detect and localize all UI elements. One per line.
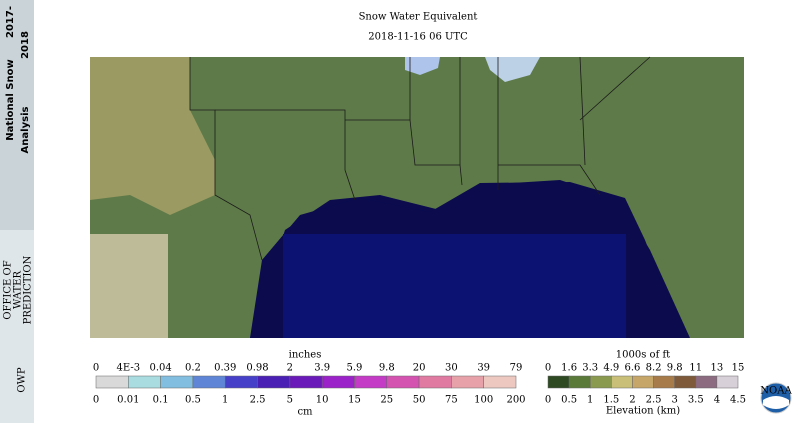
legend-tick-top: 9.8 bbox=[379, 363, 395, 374]
high-plains bbox=[90, 57, 215, 215]
legend-tick-top: 0.98 bbox=[246, 363, 268, 374]
mexico-block bbox=[90, 234, 168, 338]
subtitle: 2018-11-16 06 UTC bbox=[368, 32, 468, 43]
legend-tick-bottom: 2.5 bbox=[646, 395, 662, 406]
legend-tick-top: 39 bbox=[477, 363, 490, 374]
banner-org-line: WATER bbox=[13, 271, 24, 309]
legend-swatch bbox=[483, 375, 517, 389]
logo-bird bbox=[763, 396, 789, 409]
legend-tick-bottom: 0.01 bbox=[117, 395, 139, 406]
legend-tick-top: 0 bbox=[93, 363, 99, 374]
legend-tick-bottom: 0 bbox=[545, 395, 551, 406]
legend-swatch bbox=[632, 375, 654, 389]
side-banner: National Snow 2017- Analysis 2018 OWP OF… bbox=[0, 0, 34, 423]
legend-tick-top: 5.9 bbox=[347, 363, 363, 374]
legend-tick-bottom: 5 bbox=[287, 395, 293, 406]
legend-swatch bbox=[568, 375, 591, 389]
gulf-block bbox=[283, 234, 626, 338]
snow-patch bbox=[485, 57, 540, 82]
legend-tick-top: 15 bbox=[732, 363, 745, 374]
legend-tick-bottom: 15 bbox=[348, 395, 361, 406]
legend-tick-top: 11 bbox=[689, 363, 702, 374]
banner-years1: 2017- bbox=[5, 6, 16, 38]
banner-org-line: OFFICE OF bbox=[3, 260, 14, 319]
legend-tick-top: 0.39 bbox=[214, 363, 236, 374]
legend-swatch bbox=[451, 375, 484, 389]
legend-tick-bottom: 4 bbox=[714, 395, 720, 406]
legend-swatch bbox=[289, 375, 323, 389]
legend-tick-top: 0.2 bbox=[185, 363, 201, 374]
legend-tick-bottom: 200 bbox=[506, 395, 525, 406]
legend-tick-bottom: 10 bbox=[316, 395, 329, 406]
banner-org-line: PREDICTION bbox=[23, 255, 34, 324]
legend-tick-top: 3.9 bbox=[314, 363, 330, 374]
legend-tick-bottom: 1 bbox=[222, 395, 228, 406]
legend-tick-bottom: 75 bbox=[445, 395, 458, 406]
legend-swatch bbox=[257, 375, 291, 389]
snow-patch bbox=[405, 57, 440, 75]
legend-tick-bottom: 2.5 bbox=[250, 395, 266, 406]
legend-tick-bottom: 25 bbox=[380, 395, 393, 406]
legend-swatch bbox=[354, 375, 388, 389]
legend-tick-top: 30 bbox=[445, 363, 458, 374]
legend-tick-top: 4.9 bbox=[603, 363, 619, 374]
legend-tick-top: 4E-3 bbox=[117, 363, 141, 374]
legend-swatch bbox=[128, 375, 161, 389]
legend-swatch bbox=[418, 375, 452, 389]
legend-tick-bottom: 0.5 bbox=[185, 395, 201, 406]
banner-years2: 2018 bbox=[20, 31, 31, 59]
legend-tick-top: 2 bbox=[287, 363, 293, 374]
legend-swatch bbox=[386, 375, 420, 389]
legend-swatch bbox=[224, 375, 258, 389]
legend-tick-bottom: 4.5 bbox=[730, 395, 746, 406]
elev-unit-bottom: Elevation (km) bbox=[606, 406, 680, 417]
legend-tick-bottom: 0.1 bbox=[153, 395, 169, 406]
legend-tick-bottom: 1 bbox=[587, 395, 593, 406]
florida bbox=[640, 190, 715, 338]
legend-tick-bottom: 100 bbox=[474, 395, 493, 406]
legend-tick-top: 20 bbox=[413, 363, 426, 374]
legends: inches cm 1000s of ft Elevation (km) 0 0 4… bbox=[93, 350, 746, 418]
legend-swatch bbox=[611, 375, 633, 389]
legend-swatch bbox=[653, 375, 675, 389]
borders bbox=[189, 56, 651, 261]
legend-tick-top: 3.3 bbox=[582, 363, 598, 374]
legend-swatch bbox=[192, 375, 226, 389]
title: Snow Water Equivalent bbox=[359, 12, 478, 23]
legend-tick-bottom: 3.5 bbox=[688, 395, 704, 406]
legend-tick-bottom: 0 bbox=[93, 395, 99, 406]
legend-tick-top: 13 bbox=[711, 363, 724, 374]
legend-tick-bottom: 50 bbox=[413, 395, 426, 406]
legend-swatch bbox=[716, 375, 739, 389]
banner-line1: National Snow bbox=[5, 59, 16, 140]
snow-unit-top: inches bbox=[289, 350, 322, 361]
banner-line2: Analysis bbox=[20, 107, 31, 154]
legend-tick-top: 6.6 bbox=[624, 363, 640, 374]
legend-swatch bbox=[160, 375, 194, 389]
legend-swatch bbox=[695, 375, 718, 389]
map bbox=[90, 56, 744, 338]
legend-tick-bottom: 0.5 bbox=[561, 395, 577, 406]
legend-tick-bottom: 2 bbox=[629, 395, 635, 406]
legend-tick-top: 1.6 bbox=[561, 363, 577, 374]
legend-tick-top: 79 bbox=[510, 363, 523, 374]
legend-swatch bbox=[674, 375, 697, 389]
elev-unit-top: 1000s of ft bbox=[616, 350, 670, 361]
legend-tick-top: 0.04 bbox=[149, 363, 171, 374]
legend-tick-top: 0 bbox=[545, 363, 551, 374]
banner-snow bbox=[0, 0, 34, 230]
legend-tick-top: 8.2 bbox=[646, 363, 662, 374]
banner-org-short: OWP bbox=[17, 367, 28, 392]
legend-tick-bottom: 1.5 bbox=[603, 395, 619, 406]
noaa-logo: NOAA bbox=[760, 382, 792, 414]
legend-swatch bbox=[589, 375, 612, 389]
legend-swatch bbox=[547, 375, 570, 389]
legend-tick-top: 9.8 bbox=[667, 363, 683, 374]
legend-swatch bbox=[321, 375, 355, 389]
logo-text: NOAA bbox=[760, 386, 792, 397]
legend-tick-bottom: 3 bbox=[671, 395, 677, 406]
snow-unit-bottom: cm bbox=[297, 407, 313, 418]
legend-swatch bbox=[95, 375, 129, 389]
